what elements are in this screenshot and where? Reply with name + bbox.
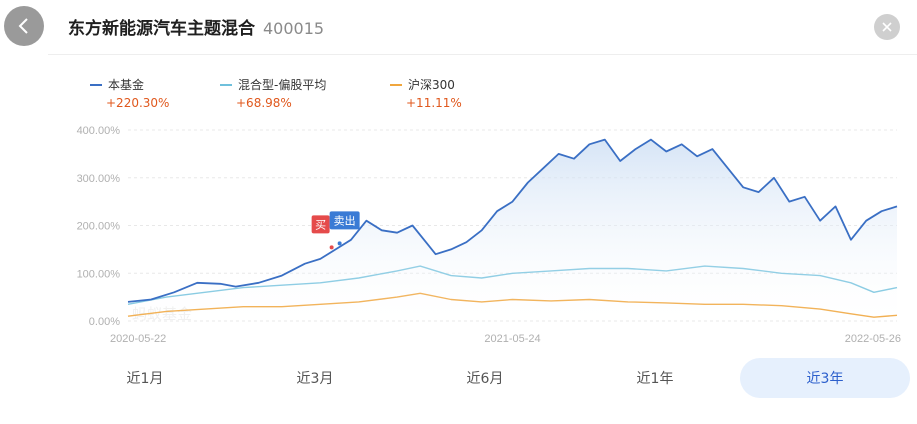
buy-point: [329, 245, 334, 250]
fund-header: 东方新能源汽车主题混合 400015: [68, 14, 324, 40]
period-tab-1y[interactable]: 近1年: [636, 371, 674, 387]
close-button[interactable]: [874, 14, 900, 40]
legend-swatch: [390, 83, 402, 86]
legend-value: +11.11%: [406, 96, 462, 110]
period-tab-3y[interactable]: 近3年: [740, 358, 910, 398]
series-line-0: [127, 138, 898, 303]
performance-chart: 400.00% 300.00% 200.00% 100.00% 0.00% 2020-05…: [0, 118, 917, 348]
legend-value: +68.98%: [236, 96, 292, 110]
legend-swatch: [220, 83, 232, 86]
fund-code: 400015: [263, 19, 325, 38]
period-tab-6m[interactable]: 近6月: [466, 371, 504, 387]
period-tab-1m[interactable]: 近1月: [126, 371, 164, 387]
chevron-left-icon: [18, 18, 28, 34]
legend-name: 混合型-偏股平均: [238, 78, 327, 92]
legend-value: +220.30%: [106, 96, 170, 110]
chart-legend: 本基金 +220.30% 混合型-偏股平均 +68.98% 沪深300 +11.…: [90, 76, 890, 112]
legend-swatch: [90, 83, 102, 86]
y-tick-label: 300.00%: [77, 173, 121, 185]
performance-chart-svg: 400.00% 300.00% 200.00% 100.00% 0.00% 2020-05…: [77, 125, 901, 345]
x-tick-label: 2022-05-26: [845, 333, 901, 345]
legend-item-hs300[interactable]: 沪深300 +11.11%: [390, 76, 462, 110]
legend-name: 本基金: [108, 78, 145, 92]
x-tick-label: 2020-05-22: [110, 333, 166, 345]
y-tick-label: 200.00%: [77, 221, 121, 233]
y-tick-label: 100.00%: [77, 268, 121, 280]
series-area-fund: [128, 139, 897, 321]
sell-point: [337, 241, 342, 246]
fund-name: 东方新能源汽车主题混合: [68, 19, 255, 39]
header-divider: [48, 54, 917, 55]
period-selector: 近1月 近3月 近6月 近1年 近3年: [60, 358, 910, 398]
legend-label: 沪深300: [390, 76, 462, 93]
legend-item-fund[interactable]: 本基金 +220.30%: [90, 76, 169, 110]
legend-item-category-average[interactable]: 混合型-偏股平均 +68.98%: [220, 76, 326, 110]
legend-name: 沪深300: [408, 78, 455, 92]
back-button[interactable]: [4, 6, 44, 46]
buy-marker: [311, 215, 330, 234]
sell-marker: [329, 211, 360, 230]
sell-marker-label: 卖出: [334, 213, 356, 227]
close-icon: [882, 22, 892, 32]
legend-label: 混合型-偏股平均: [220, 76, 326, 93]
x-tick-label: 2021-05-24: [484, 333, 540, 345]
period-tab-3m[interactable]: 近3月: [296, 371, 334, 387]
y-tick-label: 0.00%: [89, 316, 120, 328]
y-tick-label: 400.00%: [77, 125, 121, 137]
legend-label: 本基金: [90, 76, 169, 93]
buy-marker-label: 买: [315, 218, 326, 231]
